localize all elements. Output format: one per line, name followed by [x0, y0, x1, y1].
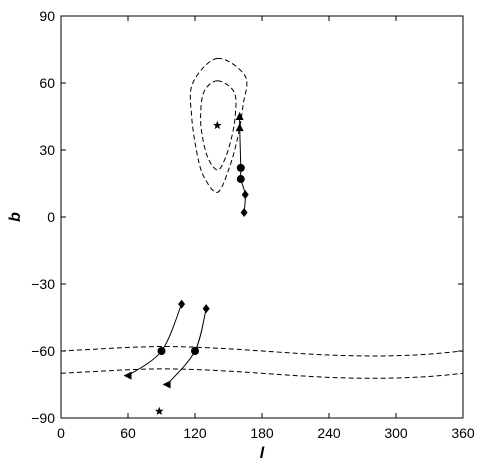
- y-tick-label-30: 30: [39, 142, 55, 158]
- confidence-contour-1: [189, 57, 248, 193]
- y-tick-label--60: −60: [31, 343, 55, 359]
- plot-area: [61, 16, 463, 418]
- x-tick-label-60: 60: [120, 425, 136, 441]
- x-tick-label-300: 300: [384, 425, 408, 441]
- band-line-group: [60, 345, 464, 379]
- x-tick-label-0: 0: [57, 425, 65, 441]
- marker-group: [123, 112, 249, 415]
- y-tick-label-90: 90: [39, 8, 55, 24]
- triangle-left-marker-14: [162, 380, 171, 389]
- diamond-marker-3: [240, 208, 248, 218]
- circle-marker-13: [191, 347, 199, 355]
- tick-group: 0 60 120 180 240 300 360 −90 −60 −30 0 30 60 90: [31, 8, 475, 441]
- y-tick-label-0: 0: [47, 209, 55, 225]
- circle-marker-5: [236, 175, 245, 184]
- circle-marker-6: [236, 163, 245, 172]
- band-line-2: [60, 368, 464, 379]
- y-tick-label--30: −30: [31, 276, 55, 292]
- confidence-contour-2: [200, 80, 237, 171]
- band-line-1: [60, 345, 464, 357]
- star-marker-1: [213, 120, 222, 130]
- diamond-marker-12: [202, 304, 210, 314]
- x-axis-label: l: [260, 445, 265, 462]
- x-tick-label-180: 180: [250, 425, 274, 441]
- diamond-marker-9: [178, 299, 186, 309]
- contour-group: [189, 57, 248, 193]
- triangle-up-marker-8: [235, 112, 244, 120]
- diamond-marker-4: [241, 190, 249, 200]
- triangle-up-marker-7: [235, 123, 244, 132]
- y-tick-label-60: 60: [39, 75, 55, 91]
- y-axis-label: b: [7, 212, 24, 222]
- x-tick-label-240: 240: [317, 425, 341, 441]
- x-tick-label-120: 120: [183, 425, 207, 441]
- star-marker-2: [155, 406, 164, 415]
- x-tick-label-360: 360: [451, 425, 475, 441]
- y-tick-label--90: −90: [31, 410, 55, 426]
- triangle-left-marker-11: [123, 371, 132, 380]
- circle-marker-10: [157, 347, 166, 355]
